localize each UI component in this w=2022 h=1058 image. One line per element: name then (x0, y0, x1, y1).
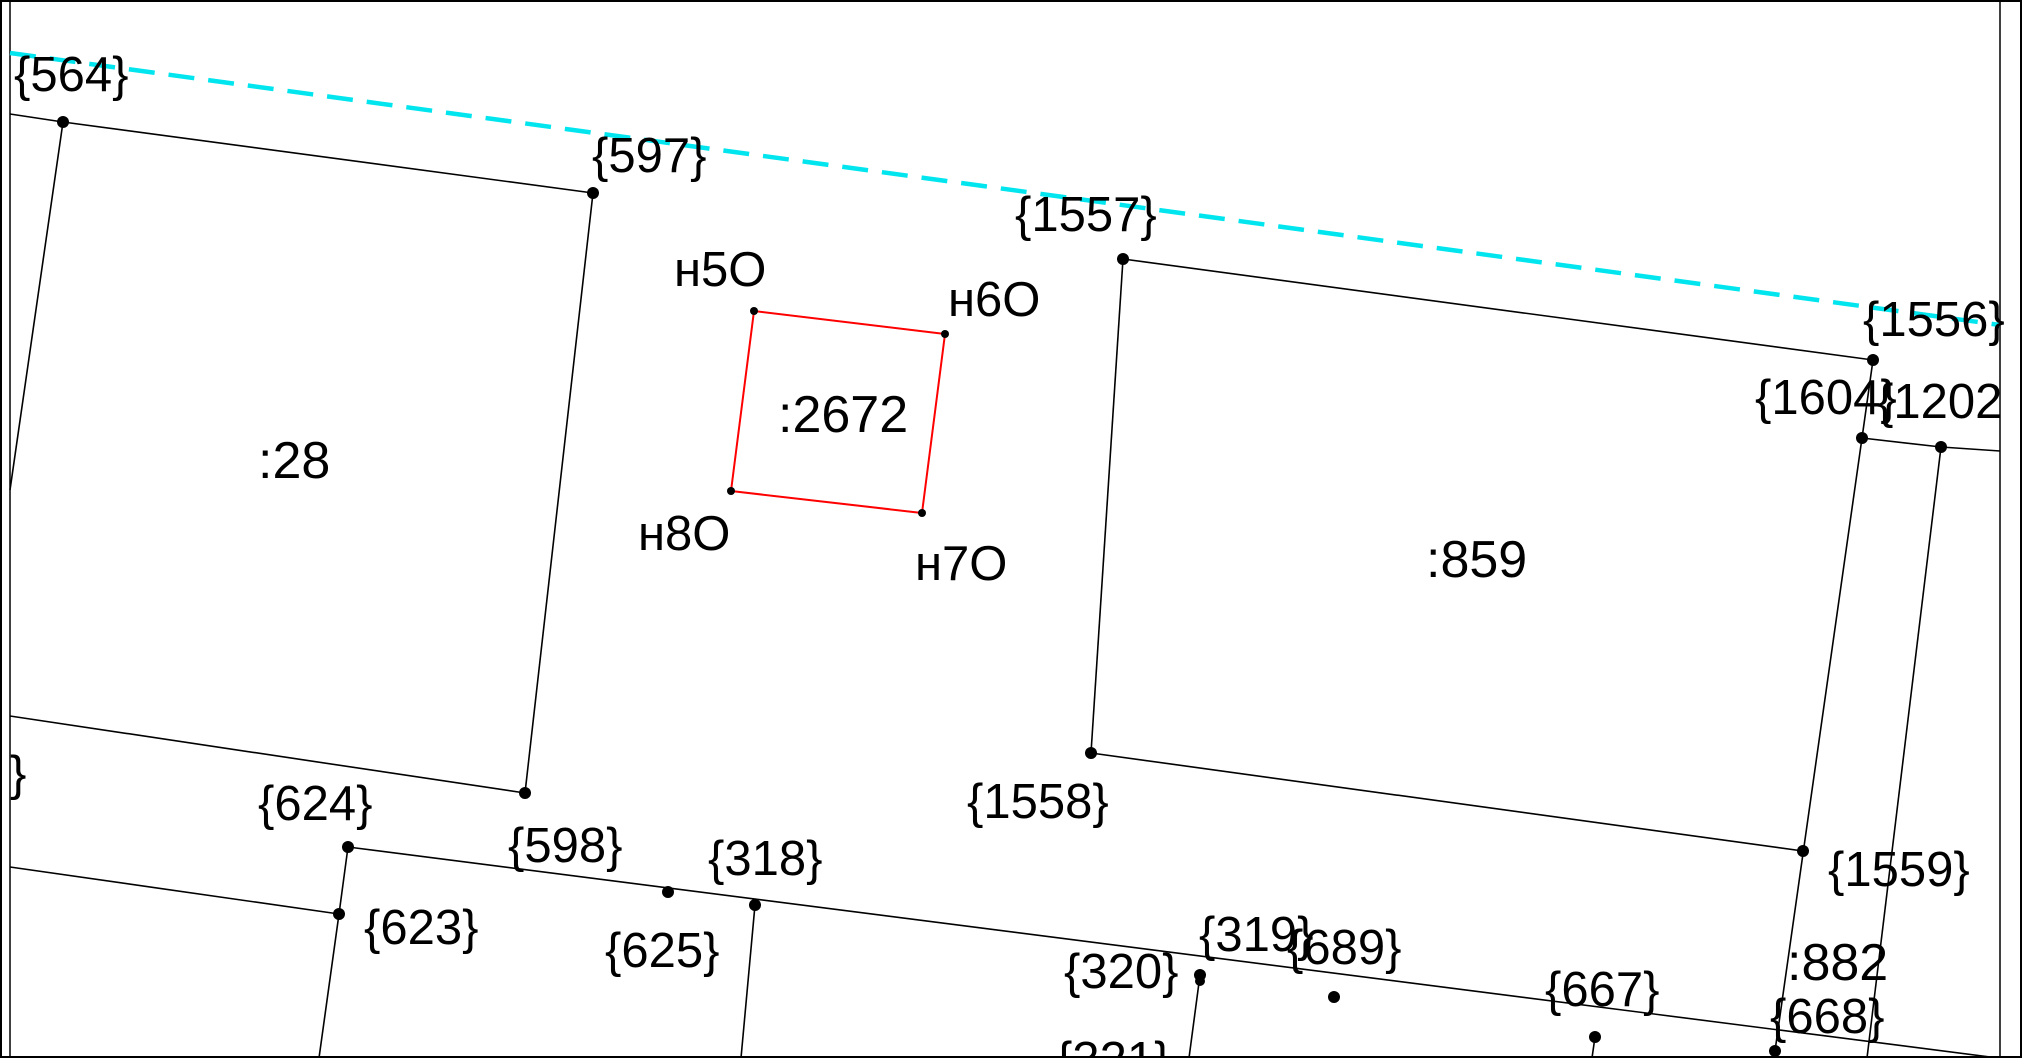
point-label-1604: {1604} (1755, 371, 1897, 425)
parcel-label-882: :882 (1787, 934, 1888, 992)
point-label-320: {320} (1064, 945, 1179, 999)
point-label-667: {667} (1545, 963, 1660, 1017)
point-label-625: {625} (605, 924, 720, 978)
point-label-319: {319} (1199, 908, 1314, 962)
parcel-lines (9, 113, 2001, 1058)
point-label-n70: н7О (915, 537, 1007, 591)
point-label-318: {318} (708, 832, 823, 886)
point-label-1559: {1559} (1828, 843, 1970, 897)
point-label-1202: {1202 (1877, 375, 2002, 429)
point-label-1556: {1556} (1863, 293, 2005, 347)
point-label-668: {668} (1770, 990, 1885, 1044)
point-label-1557: {1557} (1015, 188, 1157, 242)
point-label-598: {598} (508, 819, 623, 873)
point-label-1558: {1558} (967, 775, 1109, 829)
point-label-624: {624} (258, 777, 373, 831)
point-label-n60: н6О (948, 273, 1040, 327)
parcel-label-28: :28 (258, 432, 330, 490)
point-label-n80: н8О (638, 507, 730, 561)
point-label-564: {564} (14, 48, 129, 102)
boundary-line (9, 50, 2001, 328)
point-label-689: {689} (1287, 921, 1402, 975)
point-label-left-edge: } (10, 747, 26, 801)
vertex-points (57, 116, 1947, 1057)
parcel-label-859: :859 (1426, 531, 1527, 589)
point-label-321: {321} (1056, 1033, 1171, 1058)
point-label-n50: н5О (674, 243, 766, 297)
point-label-597: {597} (592, 129, 707, 183)
point-label-623: {623} (364, 901, 479, 955)
parcel-label-2672: :2672 (778, 386, 908, 444)
